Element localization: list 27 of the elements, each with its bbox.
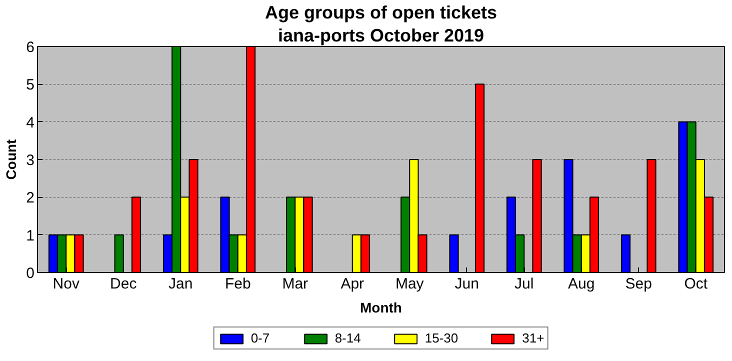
y-tick-label: 5 <box>26 76 34 94</box>
x-tick-label: Aug <box>568 276 595 292</box>
chart-title: Age groups of open tickets <box>264 2 498 22</box>
legend-label: 0-7 <box>250 330 271 346</box>
y-tick-label: 2 <box>26 190 34 207</box>
y-tick-label: 6 <box>26 39 34 56</box>
y-tick-label: 3 <box>26 152 34 169</box>
legend-label: 31+ <box>522 330 544 346</box>
legend-label: 8-14 <box>334 330 361 346</box>
x-tick-label: Mar <box>282 276 308 292</box>
x-tick-label: Jun <box>454 276 479 292</box>
legend-label: 15-30 <box>424 330 458 346</box>
x-tick-label: Oct <box>684 276 708 292</box>
x-tick-label: Apr <box>340 276 364 292</box>
x-tick-label: Sep <box>625 276 652 292</box>
x-tick-label: Dec <box>110 276 138 292</box>
x-tick-label: Jan <box>168 276 193 292</box>
chart-subtitle: iana-ports October 2019 <box>278 26 484 46</box>
x-tick-label: May <box>395 276 424 292</box>
x-axis-title: Month <box>360 300 402 316</box>
x-tick-label: Feb <box>224 276 251 292</box>
x-tick-label: Nov <box>52 276 80 292</box>
y-tick-label: 4 <box>26 114 34 132</box>
x-tick-label: Jul <box>514 276 534 292</box>
y-tick-label: 1 <box>26 227 34 244</box>
y-tick-label: 0 <box>26 265 34 282</box>
y-axis-title: Count <box>3 138 20 180</box>
